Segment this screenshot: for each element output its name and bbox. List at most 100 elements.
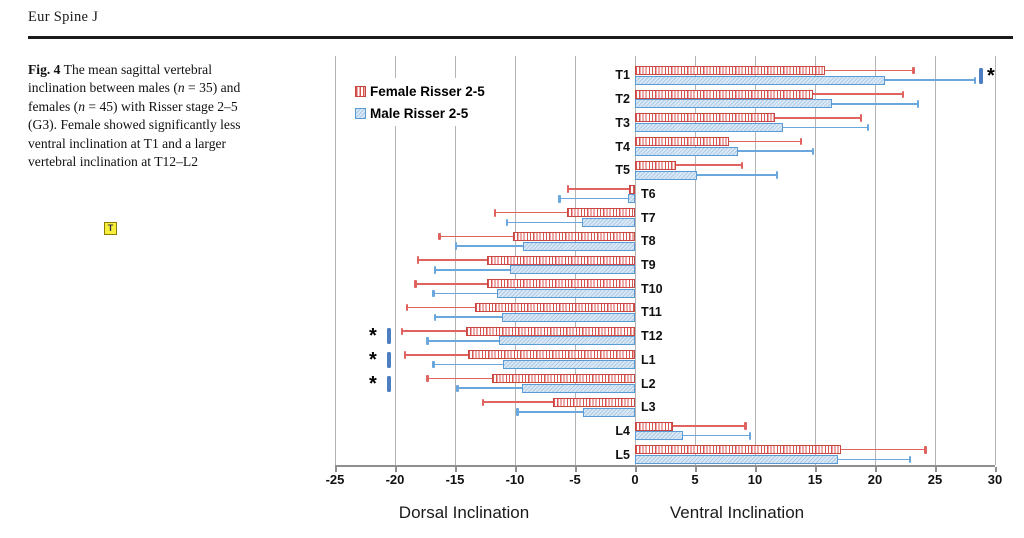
caption-annotation-marker[interactable]: T <box>104 222 117 235</box>
errorcap-male-L1 <box>432 360 435 369</box>
bar-female-T2 <box>635 89 813 99</box>
caption-text-segment: = 35) and females ( <box>28 80 241 114</box>
bar-male-L1 <box>503 360 635 370</box>
bar-female-T7 <box>566 208 635 218</box>
category-label-L2: L2 <box>641 376 656 391</box>
caption-text-segment: = 45) with Risser stage 2–5 (G3). Female… <box>28 98 241 170</box>
bar-female-L4 <box>635 421 674 431</box>
errorbar-female-T4 <box>728 140 801 143</box>
tick-label-5: 5 <box>691 472 699 487</box>
errorbar-male-T7 <box>506 221 583 224</box>
caption-text-segment: Fig. 4 <box>28 62 61 77</box>
bar-female-T9 <box>487 255 635 265</box>
x-axis-line <box>335 465 995 467</box>
bar-male-T2 <box>635 99 832 109</box>
bar-male-T6 <box>627 194 635 204</box>
bar-female-T11 <box>475 303 635 312</box>
errorcap-male-T12 <box>426 337 429 345</box>
axis-tick-15 <box>815 467 817 472</box>
gridline-10 <box>755 56 756 465</box>
gridline-25 <box>935 56 936 465</box>
errorbar-female-T12 <box>402 330 466 332</box>
errorcap-male-L2 <box>456 384 459 393</box>
axis-tick-30 <box>995 467 997 472</box>
errorbar-male-T12 <box>427 340 500 342</box>
legend-label-female: Female Risser 2-5 <box>370 83 485 99</box>
tick-label--15: -15 <box>445 472 465 487</box>
errorbar-female-T1 <box>824 69 914 72</box>
category-label-T10: T10 <box>641 281 663 296</box>
errorbar-female-L3 <box>482 401 554 404</box>
errorbar-male-T6 <box>559 197 628 200</box>
errorbar-male-L5 <box>837 458 910 461</box>
errorbar-female-T8 <box>439 235 513 238</box>
category-label-T2: T2 <box>615 92 630 107</box>
category-label-L5: L5 <box>615 447 630 462</box>
errorcap-female-T3 <box>859 114 862 122</box>
errorbar-male-T1 <box>884 79 975 81</box>
legend-swatch-male <box>355 107 366 119</box>
bar-female-T1 <box>635 66 825 75</box>
errorcap-female-T6 <box>566 185 569 193</box>
category-label-T1: T1 <box>615 68 630 83</box>
bar-male-L4 <box>635 431 683 441</box>
errorbar-female-T6 <box>567 188 629 190</box>
bar-male-T10 <box>497 289 635 298</box>
axis-tick-0 <box>635 467 637 472</box>
axis-tick--15 <box>455 467 457 472</box>
legend-label-male: Male Risser 2-5 <box>370 105 469 121</box>
category-label-T7: T7 <box>641 210 656 225</box>
bar-male-L5 <box>635 454 838 464</box>
tick-label--20: -20 <box>385 472 405 487</box>
errorbar-male-T4 <box>738 150 813 153</box>
errorcap-male-T3 <box>866 123 869 132</box>
axis-tick--5 <box>575 467 577 472</box>
bar-female-T10 <box>487 279 635 289</box>
legend-swatch-female <box>355 85 366 97</box>
caption-text-segment: n <box>78 98 85 114</box>
axis-tick-5 <box>695 467 697 472</box>
errorcap-female-T11 <box>406 303 409 312</box>
figure-caption: Fig. 4 The mean sagittal vertebral incli… <box>28 61 268 172</box>
significance-bar-L2 <box>387 375 391 392</box>
errorbar-male-L2 <box>457 387 523 390</box>
bar-female-L3 <box>553 397 635 407</box>
significance-bar-L1 <box>387 352 391 369</box>
errorbar-male-T2 <box>831 103 919 105</box>
errorcap-male-T4 <box>811 147 814 156</box>
gridline-5 <box>695 56 696 465</box>
errorbar-female-T7 <box>494 211 567 214</box>
errorcap-female-L5 <box>924 446 927 454</box>
errorbar-female-T10 <box>415 282 488 285</box>
errorcap-female-T9 <box>416 256 419 264</box>
axis-tick-10 <box>755 467 757 472</box>
axis-tick--10 <box>515 467 517 472</box>
bar-female-L2 <box>492 374 635 384</box>
category-label-L1: L1 <box>641 352 656 367</box>
significance-asterisk-T1: * <box>987 64 995 87</box>
errorcap-male-T11 <box>433 313 436 322</box>
errorbar-male-T5 <box>697 174 777 176</box>
errorbar-male-L4 <box>683 434 751 437</box>
errorcap-male-T7 <box>505 218 508 227</box>
bar-male-L2 <box>522 383 635 393</box>
tick-label-10: 10 <box>747 472 763 487</box>
errorcap-female-T8 <box>438 232 441 241</box>
bar-male-T11 <box>501 312 635 322</box>
bar-female-T12 <box>465 326 635 336</box>
errorcap-female-T7 <box>493 209 496 217</box>
errorcap-female-T1 <box>912 66 915 75</box>
gridline--25 <box>335 56 336 465</box>
gridline-0 <box>635 56 636 465</box>
category-label-T6: T6 <box>641 186 656 201</box>
errorbar-female-T9 <box>417 259 488 261</box>
bar-female-L1 <box>468 350 635 360</box>
axis-tick-20 <box>875 467 877 472</box>
errorbar-female-L2 <box>427 377 493 380</box>
bar-female-T3 <box>635 113 776 123</box>
xaxis-title-dorsal: Dorsal Inclination <box>398 503 530 522</box>
errorbar-female-L4 <box>673 425 746 427</box>
category-label-T3: T3 <box>615 115 630 130</box>
errorbar-female-T5 <box>675 164 742 167</box>
